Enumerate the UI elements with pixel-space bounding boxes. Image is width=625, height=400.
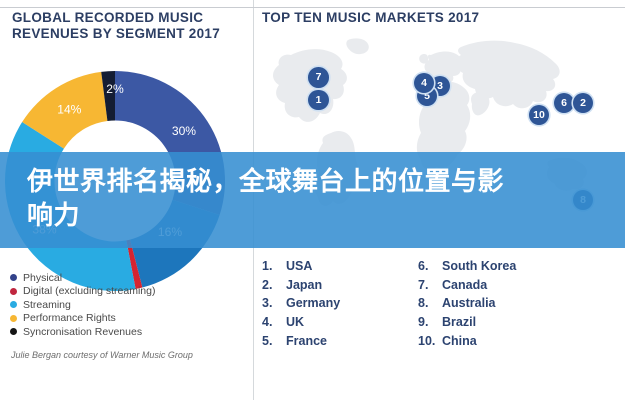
svg-text:2%: 2% [106, 82, 124, 96]
svg-text:14%: 14% [57, 102, 81, 116]
svg-text:30%: 30% [172, 124, 196, 138]
